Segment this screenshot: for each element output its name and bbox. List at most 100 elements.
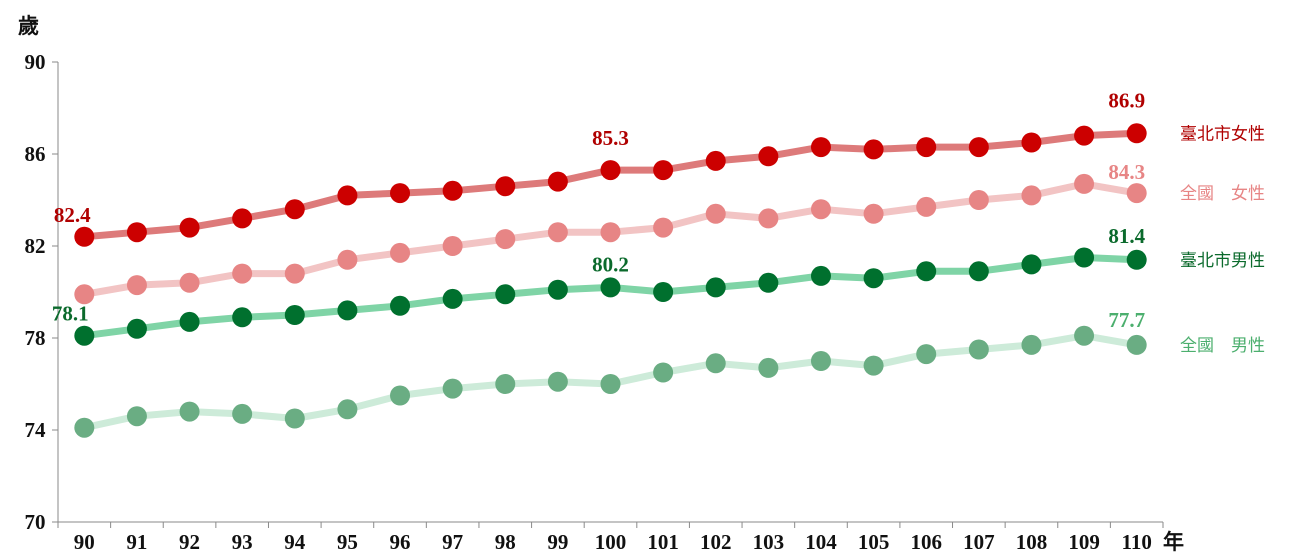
- data-point: [653, 160, 674, 181]
- data-point: [968, 261, 989, 282]
- data-point: [705, 353, 726, 374]
- x-tick-label: 101: [647, 530, 679, 554]
- data-point: [337, 399, 358, 420]
- data-point: [547, 371, 568, 392]
- x-tick-label: 110: [1122, 530, 1152, 554]
- data-point: [547, 222, 568, 243]
- x-tick-label: 99: [547, 530, 568, 554]
- x-tick-label: 97: [442, 530, 463, 554]
- data-point: [442, 236, 463, 256]
- data-point: [810, 137, 831, 158]
- data-point: [495, 176, 516, 197]
- data-point: [232, 208, 253, 229]
- data-point: [284, 199, 305, 220]
- data-point: [653, 362, 674, 383]
- axes: 70 74 78 82 86 90 90 91 92 93 94 95 96 97 98 99 100 101 10…: [25, 50, 1164, 554]
- data-point: [232, 263, 253, 284]
- data-point: [653, 282, 674, 302]
- data-point: [390, 295, 411, 316]
- data-point: [758, 357, 779, 378]
- legend-entry: 臺北市男性: [1180, 251, 1265, 271]
- data-point: [179, 272, 200, 293]
- data-point: [126, 222, 147, 243]
- data-point: [390, 183, 411, 204]
- data-point: [1074, 247, 1095, 268]
- x-tick-label: 107: [963, 530, 995, 554]
- data-point: [968, 339, 989, 360]
- data-point: [390, 242, 411, 263]
- x-tick-label: 92: [179, 530, 200, 554]
- data-point: [126, 406, 147, 427]
- data-point: [810, 351, 831, 371]
- x-tick-label: 106: [910, 530, 942, 554]
- data-point: [705, 203, 726, 224]
- series-2: 78.1 80.2 81.4: [52, 224, 1147, 346]
- data-point: [863, 355, 884, 376]
- x-tick-label: 108: [1016, 530, 1048, 554]
- x-tick-label: 93: [232, 530, 253, 554]
- data-point: [600, 277, 621, 298]
- data-label: 80.2: [592, 252, 629, 276]
- x-axis-unit-label: 年: [1163, 530, 1184, 554]
- data-point: [442, 378, 463, 399]
- y-tick-label: 70: [25, 510, 46, 534]
- data-point: [705, 277, 726, 298]
- x-tick-label: 105: [858, 530, 890, 554]
- data-point: [1021, 132, 1042, 153]
- series-0: 82.4 85.3 86.9: [54, 88, 1147, 247]
- data-label: 77.7: [1108, 308, 1145, 332]
- data-point: [863, 139, 884, 160]
- data-point: [1021, 254, 1042, 275]
- data-point: [179, 217, 200, 238]
- series-layer: 82.4 85.3 86.9 84.3 78.1 80.2 81.4 77.7: [52, 88, 1147, 438]
- data-point: [1126, 123, 1147, 144]
- data-point: [916, 137, 937, 158]
- data-point: [232, 403, 253, 424]
- data-point: [179, 311, 200, 332]
- data-point: [916, 196, 937, 217]
- data-point: [968, 190, 989, 210]
- series-3: 77.7: [74, 308, 1147, 438]
- x-tick-label: 102: [700, 530, 732, 554]
- x-tick-label: 91: [126, 530, 147, 554]
- data-point: [74, 417, 95, 438]
- x-tick-label: 96: [390, 530, 411, 554]
- data-point: [600, 222, 621, 243]
- data-point: [495, 284, 516, 305]
- legend-entry: 全國 男性: [1180, 336, 1265, 356]
- data-point: [810, 199, 831, 220]
- y-tick-label: 82: [25, 234, 46, 258]
- y-axis-unit-label: 歲: [18, 14, 39, 38]
- x-tick-label: 90: [74, 530, 95, 554]
- data-label: 82.4: [54, 203, 91, 227]
- data-point: [1074, 325, 1095, 346]
- data-point: [126, 275, 147, 296]
- data-point: [705, 150, 726, 171]
- series-1: 84.3: [74, 160, 1147, 305]
- data-point: [758, 272, 779, 293]
- data-point: [547, 171, 568, 192]
- x-tick-label: 95: [337, 530, 358, 554]
- data-point: [126, 318, 147, 339]
- y-tick-label: 78: [25, 326, 46, 350]
- data-point: [337, 300, 358, 321]
- data-point: [74, 284, 95, 305]
- data-point: [863, 268, 884, 289]
- data-point: [1126, 249, 1147, 270]
- legend-entry: 臺北市女性: [1180, 124, 1265, 144]
- data-label: 81.4: [1108, 224, 1145, 248]
- data-point: [547, 279, 568, 300]
- data-point: [495, 229, 516, 250]
- data-point: [600, 374, 621, 394]
- data-point: [916, 261, 937, 282]
- data-point: [284, 263, 305, 284]
- data-point: [179, 401, 200, 422]
- y-tick-label: 74: [25, 418, 47, 442]
- data-point: [916, 344, 937, 365]
- x-tick-label: 109: [1068, 530, 1100, 554]
- data-point: [758, 208, 779, 229]
- data-point: [1126, 183, 1147, 204]
- legend-entry: 全國 女性: [1180, 184, 1265, 204]
- data-point: [863, 203, 884, 224]
